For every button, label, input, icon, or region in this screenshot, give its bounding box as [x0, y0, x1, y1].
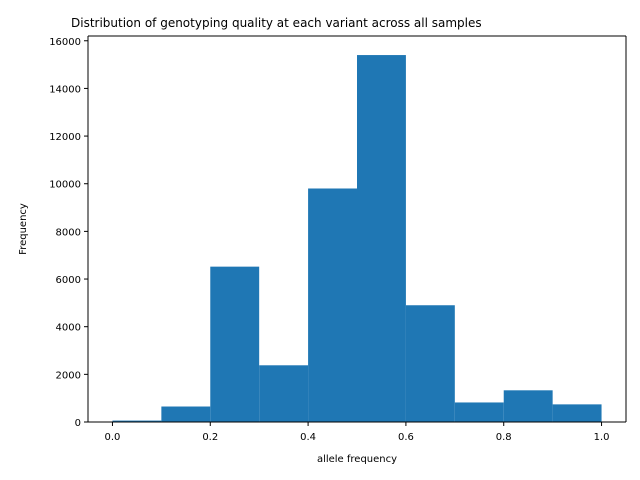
y-tick-label: 8000: [56, 227, 81, 238]
histogram-bar-0: [112, 420, 162, 422]
histogram-bar-3: [259, 365, 309, 422]
histogram-bar-9: [552, 404, 602, 422]
y-axis-label: Frequency: [18, 203, 29, 255]
axes: [87, 35, 627, 423]
y-tick-label: 2000: [56, 370, 81, 381]
histogram-bar-8: [503, 390, 553, 422]
y-tick-label: 6000: [56, 275, 81, 286]
histogram-bar-5: [357, 55, 406, 422]
x-tick-label: 0.4: [300, 432, 316, 443]
histogram-bar-7: [454, 402, 504, 422]
x-tick-label: 0.0: [105, 432, 121, 443]
y-tick-label: 16000: [49, 37, 81, 48]
histogram-bar-6: [405, 305, 455, 422]
x-tick-label: 0.6: [398, 432, 414, 443]
y-tick-label: 0: [75, 418, 81, 429]
histogram-bar-2: [210, 266, 260, 422]
histogram-bars: [112, 55, 602, 422]
histogram-bar-4: [308, 188, 357, 422]
y-ticks: 0 2000 4000 6000 8000 10000 12000 14000 16000: [49, 37, 88, 429]
chart-title: Distribution of genotyping quality at ea…: [71, 16, 482, 30]
y-tick-label: 10000: [49, 180, 81, 191]
x-axis-label: allele frequency: [317, 454, 397, 465]
histogram-bar-1: [161, 406, 211, 422]
x-tick-label: 0.8: [496, 432, 512, 443]
x-tick-label: 0.2: [202, 432, 218, 443]
y-tick-label: 12000: [49, 132, 81, 143]
x-ticks: 0.0 0.2 0.4 0.6 0.8 1.0: [105, 422, 610, 443]
y-tick-label: 4000: [56, 323, 81, 334]
x-tick-label: 1.0: [594, 432, 610, 443]
y-tick-label: 14000: [49, 84, 81, 95]
